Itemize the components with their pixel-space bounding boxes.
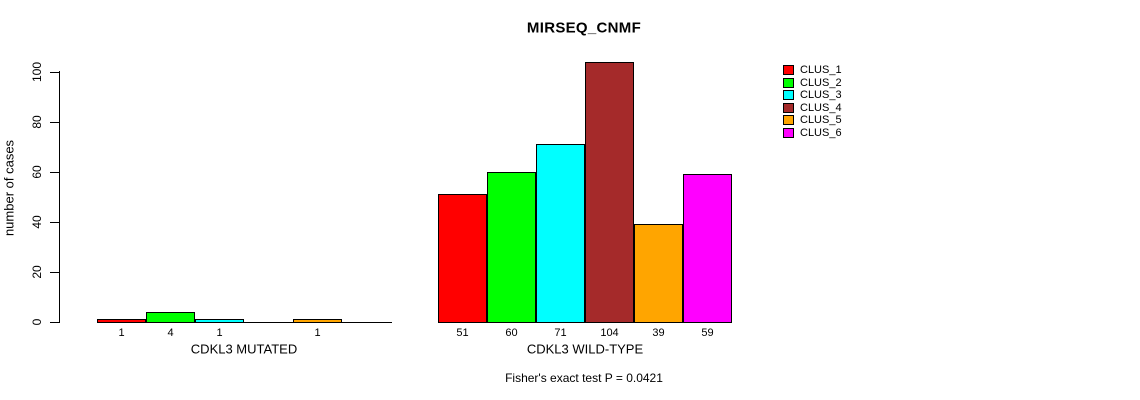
bar-value-label: 60 [505, 327, 518, 339]
legend-label: CLUS_2 [800, 76, 842, 89]
group-label-mutated: CDKL3 MUTATED [190, 341, 298, 357]
y-tick-label: 80 [30, 115, 44, 129]
legend: CLUS_1 CLUS_2 CLUS_3 CLUS_4 CLUS_5 CLUS_6 [783, 64, 903, 144]
bar-value-label: 104 [600, 327, 619, 339]
bar-clus_1 [97, 319, 146, 323]
y-tick-mark [50, 222, 59, 223]
bar-value-label: 71 [554, 327, 567, 339]
legend-swatch-clus_2 [783, 77, 794, 88]
bar-clus_4 [585, 62, 634, 323]
y-axis-label: number of cases [1, 139, 17, 237]
bar-clus_3 [195, 319, 244, 323]
bar-value-label: 4 [167, 327, 174, 339]
bar-value-label: 39 [652, 327, 665, 339]
y-tick-label: 20 [30, 265, 44, 279]
legend-item-clus_2: CLUS_2 [783, 77, 842, 89]
legend-swatch-clus_5 [783, 115, 794, 125]
bar-clus_6 [683, 174, 732, 323]
y-tick-label: 0 [30, 318, 44, 326]
y-tick-label: 40 [30, 215, 44, 229]
y-axis-line [59, 71, 60, 323]
bar-value-label: 59 [701, 327, 714, 339]
bar-zero-clus_6 [342, 322, 392, 323]
legend-label: CLUS_1 [800, 64, 842, 76]
group-label-wildtype: CDKL3 WILD-TYPE [526, 341, 644, 357]
bar-value-label: 1 [216, 327, 223, 339]
bar-value-label: 1 [314, 327, 321, 339]
footnote: Fisher's exact test P = 0.0421 [505, 371, 663, 385]
legend-label: CLUS_5 [800, 114, 842, 126]
bar-clus_3 [536, 144, 585, 323]
legend-item-clus_5: CLUS_5 [783, 114, 842, 126]
y-tick-mark [50, 72, 59, 73]
bar-zero-clus_4 [244, 322, 294, 323]
bar-clus_5 [293, 319, 342, 323]
legend-item-clus_3: CLUS_3 [783, 89, 842, 101]
y-tick-mark [50, 272, 59, 273]
legend-label: CLUS_3 [800, 89, 842, 101]
bar-value-label: 1 [118, 327, 125, 339]
y-tick-label: 100 [30, 61, 44, 83]
legend-label: CLUS_4 [800, 101, 842, 114]
legend-swatch-clus_6 [783, 127, 794, 138]
legend-item-clus_6: CLUS_6 [783, 127, 842, 139]
y-tick-mark [50, 172, 59, 173]
chart-title: MIRSEQ_CNMF [526, 19, 642, 37]
bar-clus_2 [487, 172, 536, 323]
legend-swatch-clus_4 [783, 102, 794, 113]
legend-swatch-clus_1 [783, 65, 794, 75]
legend-label: CLUS_6 [800, 126, 842, 139]
y-tick-label: 60 [30, 165, 44, 179]
legend-swatch-clus_3 [783, 90, 794, 100]
legend-item-clus_4: CLUS_4 [783, 102, 842, 114]
y-tick-mark [50, 322, 59, 323]
legend-item-clus_1: CLUS_1 [783, 64, 842, 76]
bar-clus_5 [634, 224, 683, 323]
bar-clus_1 [438, 194, 487, 323]
bar-clus_2 [146, 312, 195, 323]
y-tick-mark [50, 122, 59, 123]
bar-value-label: 51 [456, 327, 469, 339]
